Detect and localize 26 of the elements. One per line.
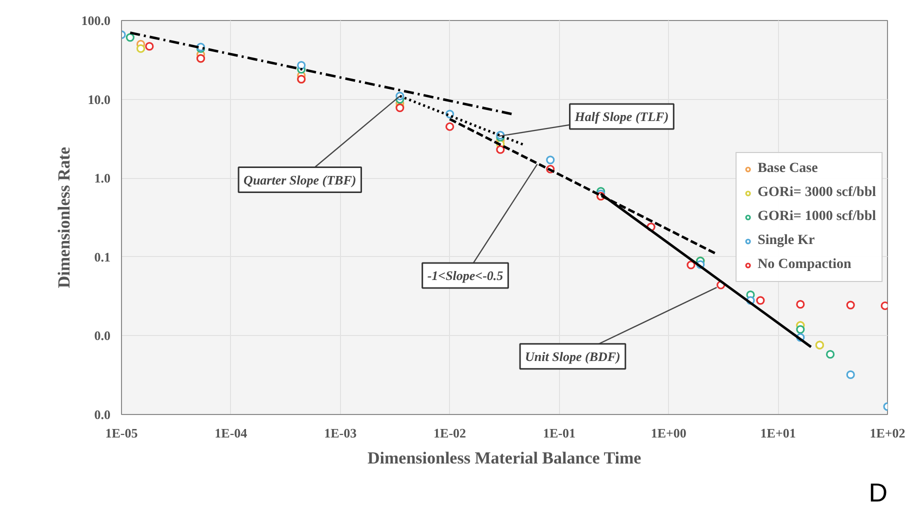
y-tick-label: 0.1 — [94, 249, 110, 264]
x-tick-label: 1E+01 — [760, 426, 796, 440]
annotation: -1<Slope<-0.5 — [427, 268, 504, 284]
x-tick-label: 1E-05 — [105, 426, 138, 440]
annotation: Quarter Slope (TBF) — [244, 172, 356, 188]
y-tick-label: 100.0 — [81, 13, 110, 28]
y-tick-label: 0.0 — [94, 328, 110, 344]
x-tick-label: 1E+00 — [650, 426, 686, 440]
legend-label: Single Kr — [758, 233, 815, 249]
x-tick-label: 1E-02 — [434, 426, 466, 440]
y-axis-title: Dimensionless Rate — [54, 146, 74, 288]
legend-label: GORi= 1000 scf/bbl — [758, 209, 876, 225]
legend-label: Base Case — [758, 161, 818, 177]
annotation: Half Slope (TLF) — [574, 109, 669, 124]
y-tick-label: 10.0 — [88, 92, 110, 107]
legend-label: No Compaction — [758, 257, 852, 273]
x-tick-label: 1E-04 — [214, 426, 248, 440]
y-tick-label: 0.0 — [94, 407, 110, 422]
x-tick-label: 1E-01 — [542, 426, 576, 440]
annotation: Unit Slope (BDF) — [525, 348, 620, 364]
x-axis-title: Dimensionless Material Balance Time — [367, 448, 642, 468]
text: D — [868, 478, 888, 508]
x-tick-label: 1E-03 — [324, 426, 358, 440]
legend-label: GORi= 3000 scf/bbl — [758, 185, 876, 201]
y-tick-label: 1.0 — [94, 170, 110, 186]
x-tick-label: 1E+02 — [870, 426, 906, 440]
